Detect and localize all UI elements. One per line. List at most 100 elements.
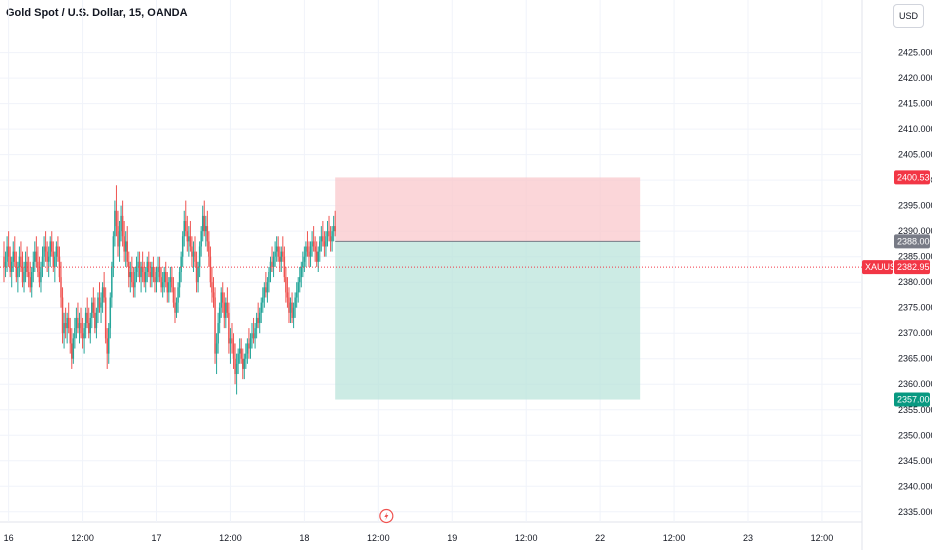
candle-body xyxy=(9,256,11,272)
candle-body xyxy=(177,287,179,303)
candle-body xyxy=(223,302,226,318)
candle-body xyxy=(255,317,258,329)
candle-body xyxy=(64,323,67,329)
candle-body xyxy=(58,256,61,278)
candle-body xyxy=(206,226,209,242)
lightning-glyph xyxy=(384,512,389,520)
candle-body xyxy=(319,241,321,252)
price-tick-label: 2420.000 xyxy=(898,73,932,83)
candle-body xyxy=(54,256,56,267)
candle-body xyxy=(98,297,101,308)
time-axis[interactable]: 16 12:00 17 12:00 18 12:00 19 12:00 22 12:00 23 12:… xyxy=(4,508,834,544)
candle-body xyxy=(198,246,201,267)
candle-body xyxy=(134,272,136,288)
candle-body xyxy=(63,323,65,334)
candle-body xyxy=(220,292,222,308)
lightning-event-icon[interactable] xyxy=(379,508,394,524)
candle-body xyxy=(183,220,185,237)
price-tick-label: 2380.000 xyxy=(898,277,932,287)
candle-body xyxy=(24,261,27,272)
price-tick-label: 2390.000 xyxy=(898,226,932,236)
current-price-tag-bg xyxy=(894,260,930,275)
price-tick-label: 2365.000 xyxy=(898,354,932,364)
candle-body xyxy=(81,333,84,339)
price-tick-label: 2410.000 xyxy=(898,124,932,134)
candle-body xyxy=(277,246,279,257)
price-tick-label: 2340.000 xyxy=(898,481,932,491)
candle-body xyxy=(317,251,319,262)
candle-body xyxy=(89,317,92,334)
candle-body xyxy=(112,236,115,267)
candle-body xyxy=(4,261,7,267)
candle-body xyxy=(322,236,324,242)
current-price-tag-value: 2382.955 xyxy=(897,262,932,272)
candle-body xyxy=(251,333,253,339)
time-tick-label: 23 xyxy=(743,533,753,543)
candle-body xyxy=(154,277,156,283)
stop-loss-zone[interactable] xyxy=(335,177,641,242)
candle-body xyxy=(245,353,247,359)
candle-body xyxy=(95,312,98,329)
candle-body xyxy=(300,266,303,278)
candle-body xyxy=(299,277,301,283)
candle-body xyxy=(118,231,121,247)
candle-body xyxy=(297,282,299,293)
candle-body xyxy=(178,272,181,288)
candle-body xyxy=(143,272,145,283)
candle-body xyxy=(160,277,162,288)
time-tick-label: 12:00 xyxy=(515,533,538,543)
candle-body xyxy=(104,297,107,339)
candle-body xyxy=(185,220,187,232)
currency-selector[interactable]: USD xyxy=(893,4,924,28)
candle-body xyxy=(155,272,158,283)
stop-price-tag-value: 2400.536 xyxy=(897,172,932,182)
candle-body xyxy=(12,251,14,262)
candle-body xyxy=(84,312,87,329)
candle-body xyxy=(43,246,45,257)
candle-body xyxy=(194,251,196,262)
candle-body xyxy=(186,231,189,242)
candle-body xyxy=(80,323,82,334)
candle-body xyxy=(55,246,58,257)
candle-body xyxy=(109,297,112,329)
candle-body xyxy=(234,358,236,375)
candle-body xyxy=(166,282,169,293)
candle-body xyxy=(164,272,167,283)
time-tick-label: 12:00 xyxy=(663,533,686,543)
candle-body xyxy=(27,272,30,278)
candle-body xyxy=(83,328,85,339)
candles xyxy=(3,185,336,395)
symbol-tag-label: XAUUSD xyxy=(865,262,903,272)
candle-body xyxy=(17,266,19,278)
candle-body xyxy=(66,317,68,329)
candle-body xyxy=(312,241,315,247)
target-price-tag[interactable]: 2357.000 xyxy=(894,392,932,407)
candle-body xyxy=(141,266,144,272)
candle-body xyxy=(292,307,295,318)
price-axis[interactable]: 2335.000 2340.000 2345.000 2350.000 2355.000… xyxy=(862,48,932,517)
symbol-tag[interactable]: XAUUSD xyxy=(862,260,903,275)
candle-body xyxy=(114,210,116,237)
time-tick-label: 12:00 xyxy=(71,533,94,543)
candle-body xyxy=(38,272,41,283)
candle-body xyxy=(323,241,326,247)
current-price-tag[interactable]: 2382.955 xyxy=(894,260,932,275)
candle-body xyxy=(320,236,323,242)
candle-body xyxy=(266,282,269,293)
candle-body xyxy=(218,307,221,324)
price-tick-label: 2385.000 xyxy=(898,252,932,262)
position-zones[interactable] xyxy=(335,177,641,400)
candle-body xyxy=(57,246,59,257)
candle-body xyxy=(214,297,216,354)
entry-price-tag[interactable]: 2388.000 xyxy=(894,234,932,249)
stop-price-tag[interactable]: 2400.536 xyxy=(894,170,932,185)
candle-body xyxy=(86,312,88,324)
candle-body xyxy=(77,317,79,329)
candle-body xyxy=(18,256,21,267)
candle-body xyxy=(285,277,287,293)
time-tick-label: 17 xyxy=(151,533,161,543)
candle-body xyxy=(7,246,10,257)
take-profit-zone[interactable] xyxy=(335,241,641,400)
candle-body xyxy=(275,246,278,252)
